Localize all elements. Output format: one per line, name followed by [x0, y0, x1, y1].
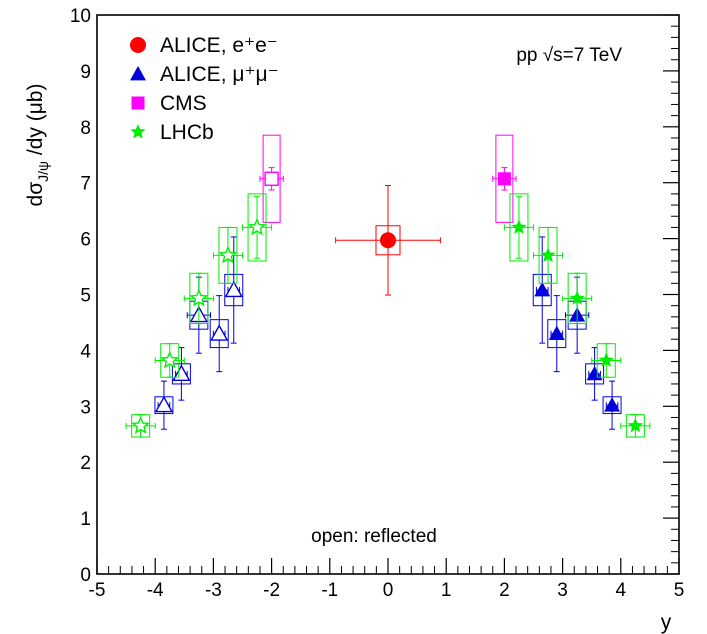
star-marker	[189, 288, 209, 307]
data-points	[125, 134, 651, 438]
star-marker	[511, 219, 527, 234]
legend-label: ALICE, μ⁺μ⁻	[160, 63, 279, 86]
legend-label: LHCb	[160, 121, 214, 144]
y-tick-label: 8	[80, 118, 91, 139]
plot-frame	[96, 14, 680, 575]
legend-entry: ALICE, μ⁺μ⁻	[130, 63, 279, 86]
star-marker	[598, 352, 614, 367]
x-tick-label: 4	[616, 580, 627, 601]
triangle-data-point	[585, 347, 605, 401]
x-tick-label: -2	[263, 580, 280, 601]
star-data-point	[154, 343, 185, 378]
star-marker	[160, 350, 180, 369]
triangle-data-point	[602, 380, 622, 430]
legend-label: ALICE, e⁺e⁻	[160, 34, 278, 57]
square-marker	[497, 172, 511, 186]
star-data-point	[533, 226, 564, 284]
triangle-data-point	[209, 295, 229, 373]
star-marker	[218, 245, 238, 264]
legend-label: CMS	[160, 92, 207, 115]
x-tick-label: 3	[557, 580, 568, 601]
x-tick-label: 5	[674, 580, 685, 601]
star-data-point	[242, 193, 273, 262]
square-data-point	[492, 134, 517, 223]
x-tick-label: 2	[499, 580, 510, 601]
triangle-marker	[534, 282, 551, 297]
y-tick-label: 2	[80, 453, 91, 474]
triangle-data-point	[547, 295, 567, 373]
y-tick-label: 5	[80, 286, 91, 307]
star-data-point	[591, 343, 622, 378]
svg-text:dσJ/ψ /dy (μb): dσJ/ψ /dy (μb)	[24, 84, 51, 207]
y-tick-label: 6	[80, 230, 91, 251]
legend: ALICE, e⁺e⁻ ALICE, μ⁺μ⁻ CMS LHCb	[130, 34, 279, 144]
square-data-point	[259, 134, 284, 223]
star-data-point	[562, 272, 593, 325]
y-tick-label: 1	[80, 509, 91, 530]
legend-circle-icon	[130, 37, 146, 53]
triangle-marker	[224, 280, 243, 298]
x-tick-label: -1	[321, 580, 338, 601]
legend-entry: CMS	[131, 92, 207, 115]
y-tick-label: 7	[80, 174, 91, 195]
triangle-data-point	[532, 236, 552, 344]
legend-square-icon	[131, 96, 145, 110]
legend-star-icon	[130, 124, 146, 139]
y-tick-label: 0	[80, 565, 91, 586]
x-tick-label: 1	[441, 580, 452, 601]
legend-entry: ALICE, e⁺e⁻	[130, 34, 278, 57]
triangle-data-point	[171, 347, 191, 401]
star-data-point	[503, 193, 534, 262]
energy-annotation: pp √s=7 TeV	[516, 45, 622, 66]
triangle-marker	[586, 365, 603, 381]
y-axis-title-d: dσ	[24, 182, 47, 207]
circle-data-point	[335, 184, 441, 296]
y-tick-label: 3	[80, 397, 91, 418]
star-marker	[540, 247, 556, 262]
y-axis-title-sub: J/ψ	[35, 161, 51, 182]
y-axis-title: dσJ/ψ /dy (μb)	[24, 84, 51, 207]
triangle-marker	[210, 324, 229, 341]
y-axis-title-rest: /dy (μb)	[24, 84, 47, 161]
axis-ticks: -5 -4 -3 -2 -1 0 1 2 3 4 5 0 1 2 3 4 5 6 7 8 9 10	[70, 6, 684, 601]
triangle-data-point	[154, 380, 174, 430]
triangle-marker	[604, 397, 621, 412]
star-marker	[569, 290, 585, 305]
triangle-marker	[154, 395, 174, 413]
circle-marker	[380, 232, 396, 249]
legend-triangle-icon	[130, 66, 146, 81]
star-marker	[131, 416, 150, 434]
x-tick-label: -4	[147, 580, 164, 601]
star-data-point	[125, 414, 156, 438]
star-marker	[247, 217, 267, 236]
square-marker	[264, 171, 279, 186]
reflected-note: open: reflected	[311, 526, 437, 547]
y-tick-label: 9	[80, 62, 91, 83]
x-axis-title: y	[661, 611, 672, 634]
x-tick-label: -5	[89, 580, 106, 601]
triangle-marker	[172, 364, 191, 381]
y-tick-label: 10	[70, 6, 91, 27]
x-tick-label: 0	[383, 580, 394, 601]
triangle-marker	[548, 325, 565, 341]
star-data-point	[212, 226, 243, 284]
y-tick-label: 4	[80, 341, 91, 362]
x-tick-label: -3	[205, 580, 222, 601]
star-marker	[627, 417, 643, 433]
star-data-point	[183, 272, 214, 325]
star-data-point	[620, 414, 651, 438]
legend-entry: LHCb	[130, 121, 214, 144]
